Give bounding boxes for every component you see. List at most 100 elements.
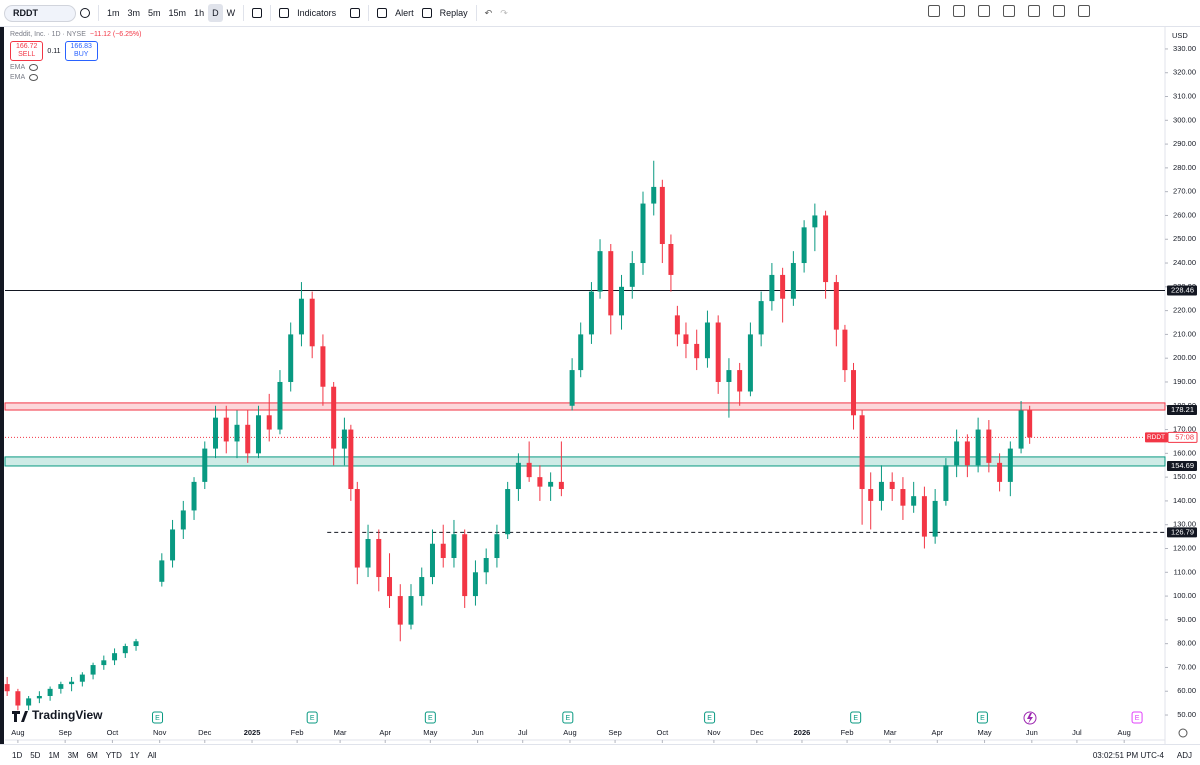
intervals: 1m 3m 5m 15m 1h D W bbox=[103, 4, 239, 22]
range-button[interactable]: All bbox=[147, 750, 157, 760]
chart-type-button[interactable] bbox=[252, 8, 263, 18]
zone bbox=[4, 456, 1166, 467]
logo-mark bbox=[12, 711, 28, 722]
candle-body bbox=[505, 489, 511, 535]
x-tick-label: Aug bbox=[11, 728, 24, 737]
tool[interactable] bbox=[1003, 5, 1015, 17]
candle-body bbox=[569, 370, 575, 406]
brand-logo: TradingView bbox=[12, 708, 103, 722]
sell-button[interactable]: 166.72 SELL bbox=[10, 41, 44, 61]
range-button[interactable]: 1M bbox=[48, 750, 60, 760]
levels bbox=[4, 289, 1166, 533]
range-button[interactable]: 1Y bbox=[129, 750, 140, 760]
tool[interactable] bbox=[978, 5, 990, 17]
candle-body bbox=[213, 417, 219, 449]
level-label-bg bbox=[1167, 460, 1197, 471]
interval-button[interactable]: D bbox=[208, 4, 223, 22]
candle-body bbox=[619, 286, 625, 316]
y-tick-label: 170.00 bbox=[1173, 425, 1196, 434]
y-tick-label: 110.00 bbox=[1174, 567, 1196, 576]
candle-body bbox=[309, 298, 315, 347]
candle-body bbox=[429, 543, 435, 578]
event-marker bbox=[152, 711, 164, 724]
y-tick-label: 330.00 bbox=[1173, 44, 1196, 53]
candle-body bbox=[812, 215, 818, 228]
interval-button[interactable]: W bbox=[226, 8, 236, 18]
x-tick-label: 2026 bbox=[794, 728, 811, 737]
alert-button[interactable]: Alert bbox=[395, 8, 414, 18]
range-button[interactable]: 1D bbox=[12, 750, 23, 760]
buy-button[interactable]: 166.83 BUY bbox=[64, 41, 98, 61]
alert-icon bbox=[377, 8, 388, 18]
sell-price: 166.72 bbox=[16, 43, 38, 50]
candle-body bbox=[578, 334, 584, 371]
separator bbox=[98, 5, 99, 21]
separator bbox=[475, 5, 477, 21]
redo-button[interactable]: ↷ bbox=[500, 7, 508, 18]
candle-body bbox=[266, 415, 272, 430]
dividend-icon bbox=[1027, 713, 1033, 724]
x-tick-label: Nov bbox=[707, 728, 721, 737]
candle-body bbox=[737, 370, 743, 392]
x-tick-label: Aug bbox=[1118, 728, 1131, 737]
symbol-search[interactable]: RDDT bbox=[4, 4, 76, 22]
replay-icon bbox=[421, 8, 432, 18]
x-tick-label: Apr bbox=[931, 728, 943, 737]
interval-button[interactable]: 1m bbox=[107, 8, 120, 18]
adjust-button[interactable]: ADJ bbox=[1176, 750, 1192, 760]
event-marker bbox=[306, 711, 318, 724]
event-label: E bbox=[155, 715, 160, 722]
x-tick-label: 2025 bbox=[244, 728, 261, 737]
candle-body bbox=[472, 572, 478, 597]
candle-body bbox=[234, 424, 240, 442]
indicators-button[interactable]: Indicators bbox=[297, 8, 337, 18]
candle-body bbox=[354, 489, 360, 568]
range-button[interactable]: 6M bbox=[86, 750, 98, 760]
event-marker bbox=[424, 711, 436, 724]
currency: USD bbox=[1172, 31, 1188, 40]
tool[interactable] bbox=[953, 5, 965, 17]
compare-button[interactable] bbox=[80, 8, 90, 18]
candle-body bbox=[4, 684, 10, 692]
candle-body bbox=[878, 481, 884, 501]
range-button[interactable]: 5D bbox=[30, 750, 41, 760]
templates-button[interactable] bbox=[350, 8, 361, 18]
event-marker bbox=[562, 711, 574, 724]
interval-button[interactable]: 5m bbox=[148, 8, 161, 18]
settings-icon[interactable] bbox=[1178, 728, 1188, 738]
interval-button[interactable]: 3m bbox=[127, 8, 141, 18]
candle-body bbox=[943, 465, 949, 501]
candle-body bbox=[440, 543, 446, 559]
candle-body bbox=[954, 441, 960, 466]
candle-body bbox=[112, 653, 118, 661]
interval-button[interactable]: 1h bbox=[194, 8, 205, 18]
candle-body bbox=[659, 186, 665, 245]
tool[interactable] bbox=[1053, 5, 1065, 17]
candle-body bbox=[298, 298, 304, 335]
y-tick-label: 140.00 bbox=[1173, 496, 1196, 505]
range-button[interactable]: YTD bbox=[105, 750, 122, 760]
tool[interactable] bbox=[1078, 5, 1090, 17]
candle-body bbox=[868, 489, 874, 501]
undo-button[interactable]: ↶ bbox=[484, 7, 493, 18]
visibility-icon[interactable] bbox=[29, 74, 39, 81]
candle-body bbox=[133, 641, 139, 647]
tool[interactable] bbox=[1028, 5, 1040, 17]
tool[interactable] bbox=[928, 5, 940, 17]
candles bbox=[4, 160, 1033, 711]
spread: 0.11 bbox=[47, 47, 61, 55]
level-label: 228.46 bbox=[1171, 285, 1194, 294]
candle-body bbox=[651, 186, 657, 204]
candle-body bbox=[387, 577, 393, 597]
candle-body bbox=[588, 291, 594, 335]
visibility-icon[interactable] bbox=[29, 64, 39, 71]
interval-button[interactable]: 15m bbox=[168, 8, 187, 18]
replay-button[interactable]: Replay bbox=[439, 8, 468, 18]
dividend-ring bbox=[1023, 711, 1037, 725]
candle-body bbox=[348, 429, 354, 490]
candle-body bbox=[122, 646, 128, 654]
level-label-bg bbox=[1167, 285, 1197, 296]
event-label: E bbox=[853, 715, 858, 722]
y-tick-label: 120.00 bbox=[1173, 543, 1196, 552]
range-button[interactable]: 3M bbox=[67, 750, 79, 760]
